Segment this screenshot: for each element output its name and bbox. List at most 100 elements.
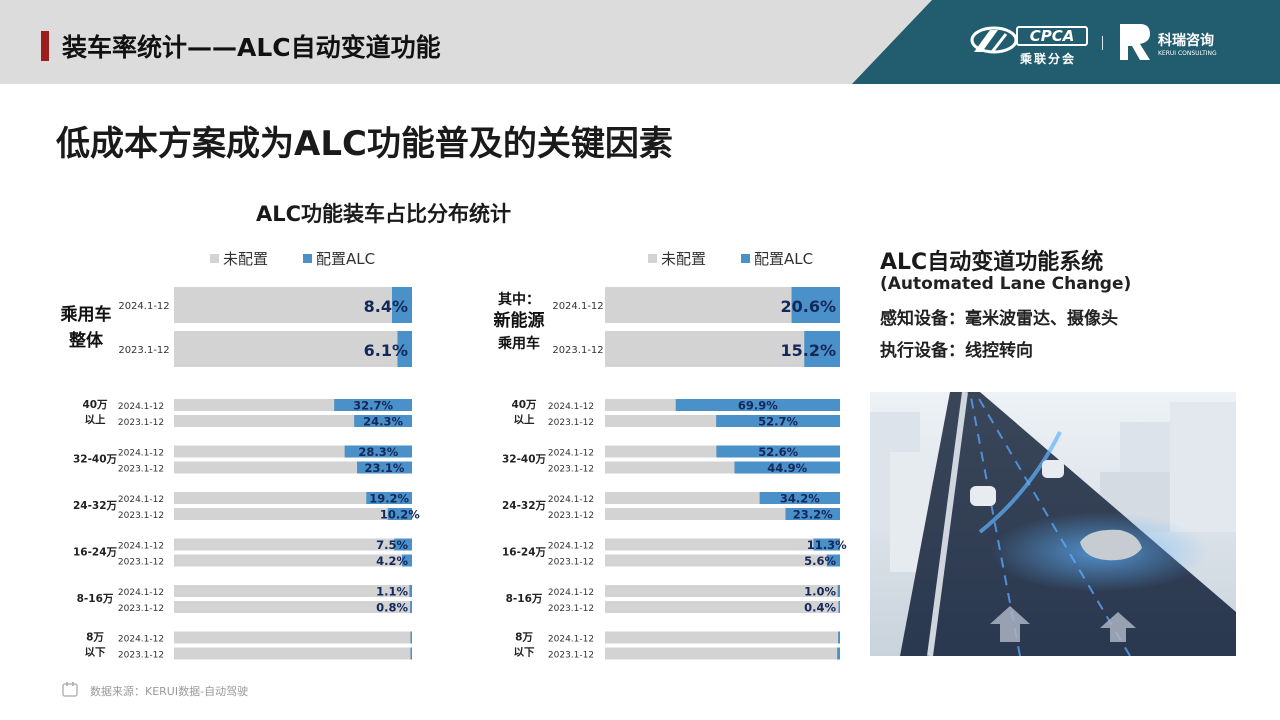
bar-configured (785, 508, 840, 520)
period-label: 2023.1-12 (118, 345, 169, 356)
bar-value-label: 4.2% (376, 554, 408, 568)
bar-value-label: 19.2% (369, 492, 409, 506)
bar-value-label: 5.6% (804, 554, 836, 568)
bar-value-label: 1.0% (804, 585, 836, 599)
bar-value-label: 52.7% (758, 415, 798, 429)
bar-not-configured (174, 461, 412, 474)
segment-label: 24-32万 (502, 500, 547, 512)
source-icon (62, 682, 78, 697)
legend-label-not-configured: 未配置 (661, 250, 706, 268)
period-label: 2024.1-12 (548, 542, 594, 552)
alc-system-title: ALC自动变道功能系统 (880, 250, 1104, 275)
segment-label: 以上 (514, 413, 535, 426)
group-label: 乘用车 (60, 304, 112, 325)
cpca-logo-text: CPCA (1016, 26, 1088, 46)
bar-value-label: 0.4% (804, 601, 836, 615)
segment-label: 以下 (514, 647, 535, 659)
bar-not-configured (605, 554, 840, 567)
segment-label: 8万 (515, 632, 533, 644)
bar-configured (826, 554, 840, 567)
bar-not-configured (605, 631, 840, 644)
bar-not-configured (605, 538, 840, 551)
period-label: 2023.1-12 (548, 558, 594, 568)
bar-configured (716, 445, 840, 458)
logo-panel (852, 0, 1280, 84)
segment-label: 32-40万 (73, 454, 118, 466)
bar-value-label: 44.9% (767, 461, 807, 475)
bar-configured (354, 415, 412, 427)
period-label: 2023.1-12 (118, 511, 164, 521)
bar-configured (675, 399, 840, 411)
bar-configured (334, 399, 412, 411)
bar-configured (394, 538, 412, 551)
bar-value-label: 7.5% (376, 538, 408, 552)
chart-title: ALC功能装车占比分布统计 (256, 202, 512, 226)
period-label: 2024.1-12 (118, 301, 169, 312)
legend-swatch-not-configured (648, 254, 657, 263)
bar-not-configured (605, 331, 840, 367)
group-label: 其中： (498, 291, 540, 308)
header-accent-bar (41, 31, 49, 61)
period-label: 2023.1-12 (118, 418, 164, 428)
segment-label: 16-24万 (502, 547, 547, 559)
segment-label: 40万 (82, 399, 108, 411)
legend-swatch-configured (741, 254, 750, 263)
period-label: 2023.1-12 (548, 651, 594, 661)
page-header-title: 装车率统计——ALC自动变道功能 (62, 33, 441, 62)
bar-configured (392, 287, 412, 323)
segment-label: 40万 (511, 399, 537, 411)
bar-value-label: 24.3% (363, 415, 403, 429)
period-label: 2024.1-12 (118, 635, 164, 645)
bar-value-label: 28.3% (358, 445, 398, 459)
period-label: 2023.1-12 (548, 418, 594, 428)
bar-value-label: 69.9% (738, 399, 778, 413)
period-label: 2024.1-12 (552, 301, 603, 312)
alc-sensing-devices: 感知设备：毫米波雷达、摄像头 (880, 309, 1118, 329)
kerui-logo-subtext: KERUI CONSULTING (1158, 50, 1217, 57)
kerui-logo-name: 科瑞咨询 (1158, 33, 1214, 49)
bar-configured (366, 492, 412, 504)
segment-label: 32-40万 (502, 454, 547, 466)
period-label: 2024.1-12 (548, 449, 594, 459)
period-label: 2024.1-12 (548, 588, 594, 598)
bar-not-configured (174, 287, 412, 323)
bar-value-label: 11.3% (807, 538, 847, 552)
bar-configured (410, 601, 412, 613)
logo-separator (1102, 36, 1103, 50)
bar-configured (397, 331, 412, 367)
period-label: 2024.1-12 (118, 449, 164, 459)
segment-label: 16-24万 (73, 547, 118, 559)
bar-configured (357, 461, 412, 474)
bar-configured (837, 647, 840, 660)
segment-label: 以下 (85, 647, 106, 659)
bar-not-configured (605, 647, 840, 660)
legend-label-configured: 配置ALC (754, 250, 813, 268)
bar-value-label: 10.2% (380, 508, 420, 522)
bar-value-label: 20.6% (780, 297, 836, 316)
bar-not-configured (174, 415, 412, 427)
period-label: 2023.1-12 (548, 604, 594, 614)
bar-configured (838, 631, 840, 644)
bar-configured (402, 554, 412, 567)
bar-not-configured (174, 508, 412, 520)
period-label: 2023.1-12 (118, 558, 164, 568)
bar-configured (838, 601, 840, 613)
bar-configured (813, 538, 840, 551)
cpca-logo-subtext: 乘联分会 (1020, 52, 1077, 66)
period-label: 2024.1-12 (118, 542, 164, 552)
bar-not-configured (605, 585, 840, 597)
bar-configured (837, 585, 840, 597)
group-label: 整体 (69, 330, 104, 351)
bar-value-label: 52.6% (758, 445, 798, 459)
segment-label: 以上 (85, 413, 106, 426)
bar-configured (716, 415, 840, 427)
period-label: 2024.1-12 (118, 588, 164, 598)
bar-configured (409, 585, 412, 597)
period-label: 2023.1-12 (548, 511, 594, 521)
bar-not-configured (174, 585, 412, 597)
legend-swatch-not-configured (210, 254, 219, 263)
segment-label: 8-16万 (506, 593, 543, 605)
bar-configured (410, 647, 412, 660)
